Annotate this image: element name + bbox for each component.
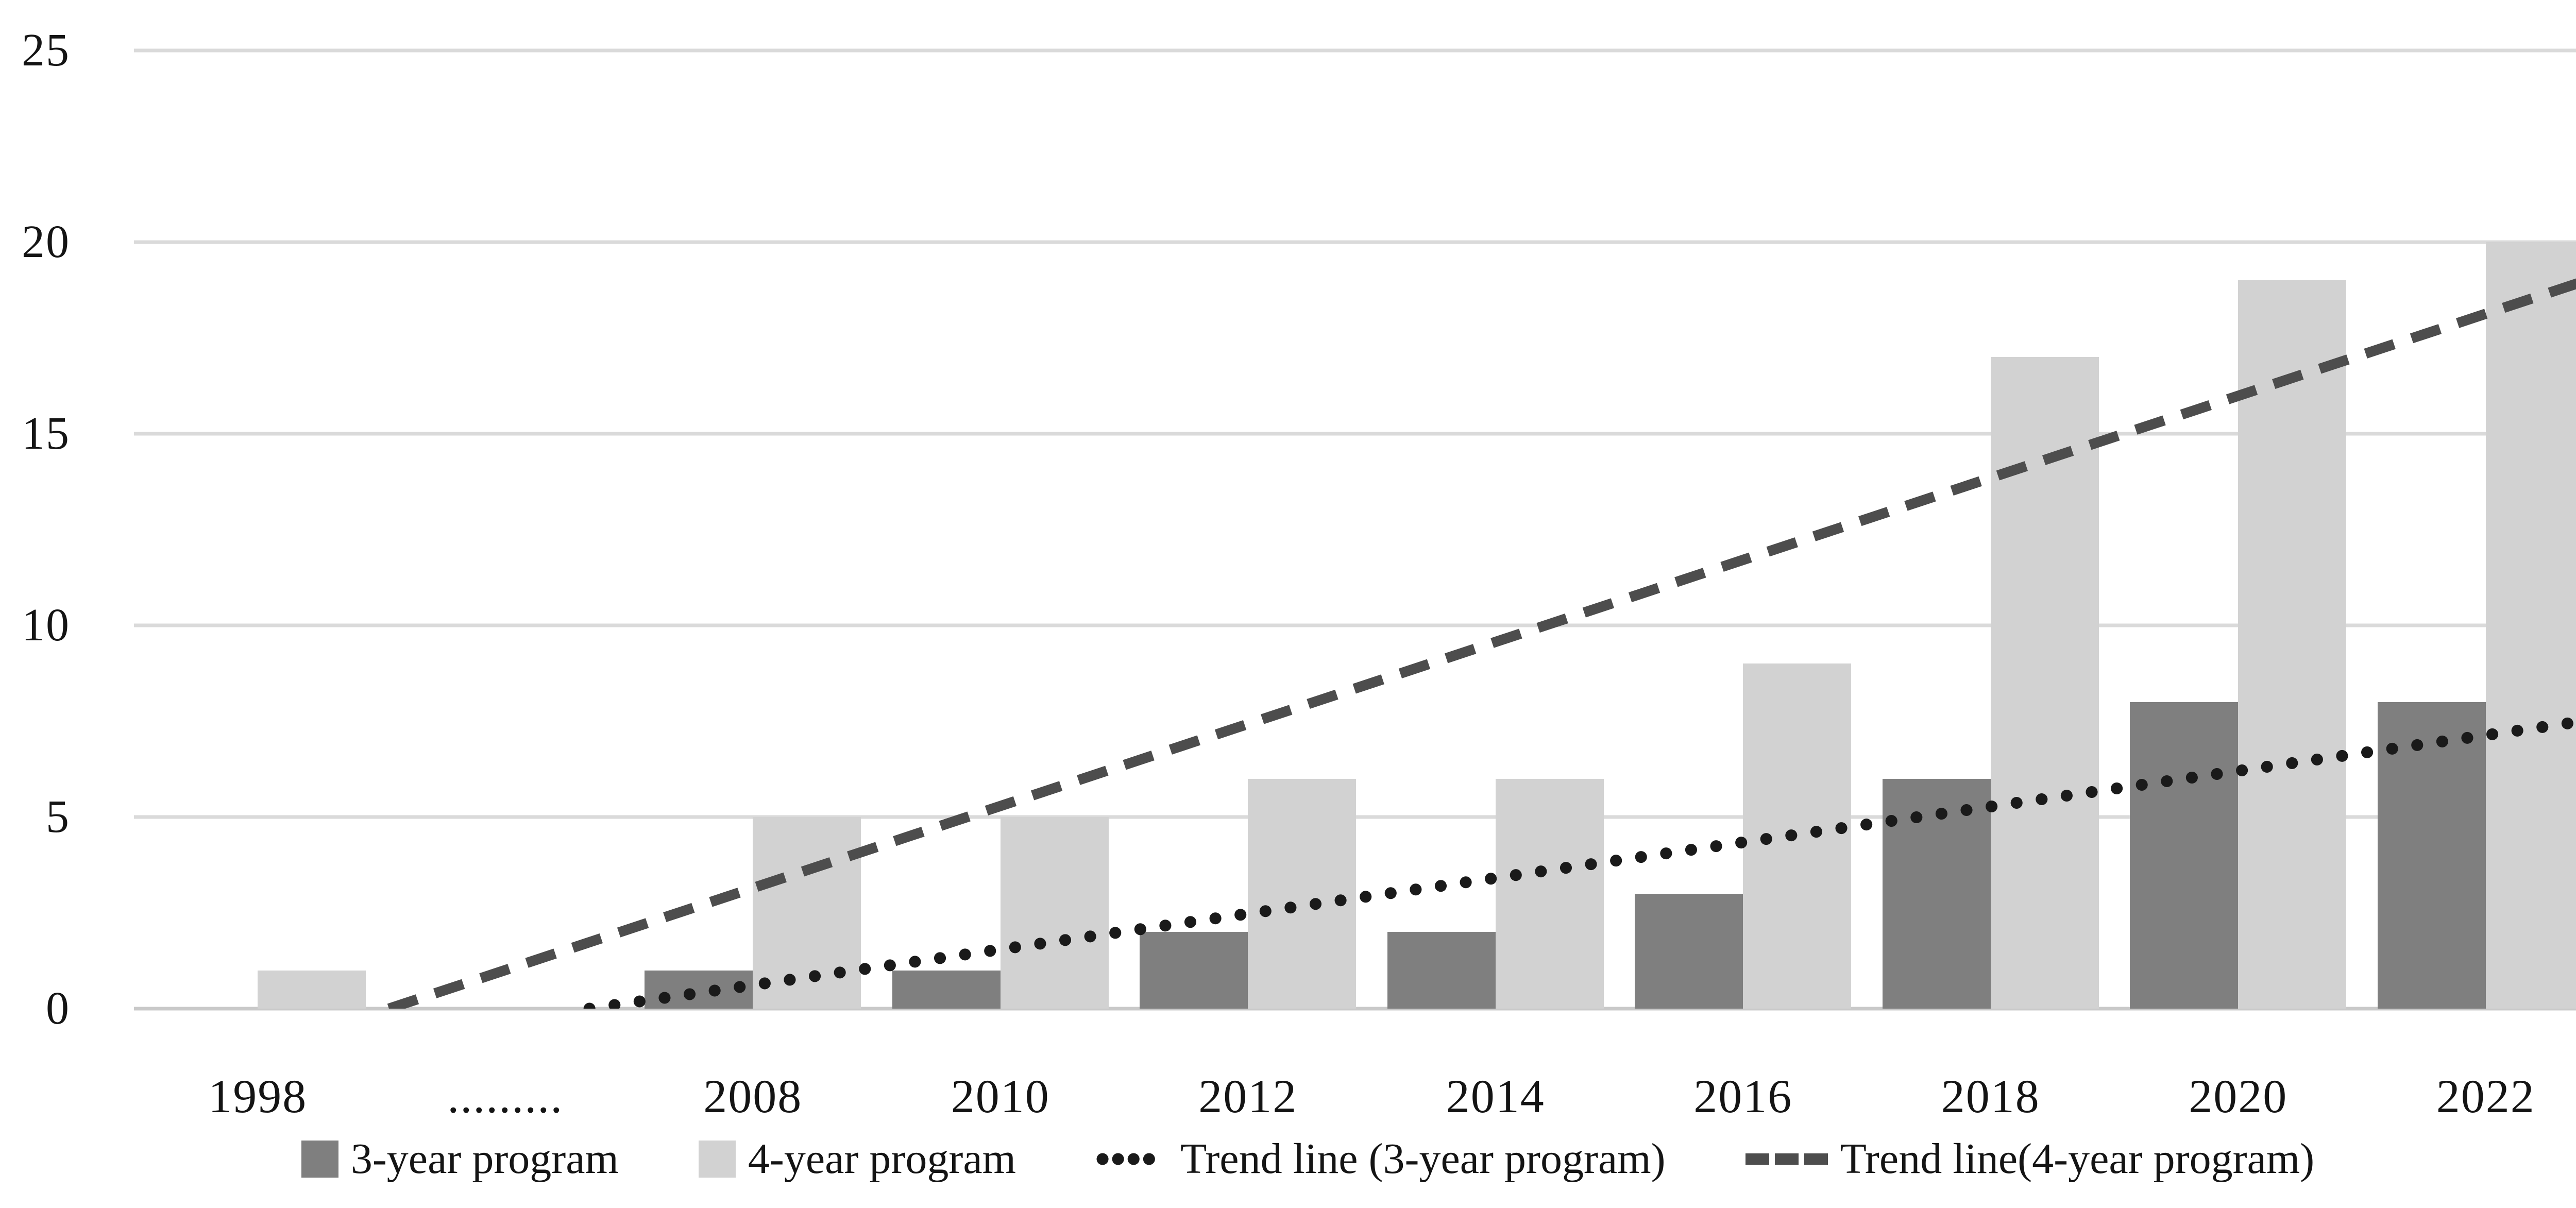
bar-group-1998 [134,50,382,1009]
x-tick-1998: 1998 [208,1070,308,1122]
legend-label-trend-3-year-program: Trend line (3-year program) [1180,1135,1666,1183]
bar-group-2008 [629,50,877,1009]
legend-label-3-year-program: 3-year program [350,1135,619,1183]
bar-4-year-program-2020 [2238,280,2347,1009]
x-tick-2016: 2016 [1693,1070,1793,1122]
bar-3-year-program-2018 [1882,778,1991,1009]
bar-3-year-program-2012 [1140,932,1248,1009]
bar-3-year-program-2020 [2130,702,2239,1009]
x-tick-2020: 2020 [2189,1070,2288,1122]
legend-item-4-year-program: 4-year program [698,1135,1016,1183]
x-tick-2014: 2014 [1446,1070,1545,1122]
bar-group-2020 [2114,50,2362,1009]
y-tick-10: 10 [22,600,70,651]
dashed-line-icon [1745,1153,1828,1165]
bar-group-2022 [2362,50,2576,1009]
x-tick-dots: ......... [447,1070,564,1122]
bar-3-year-program-2008 [645,970,753,1009]
bar-4-year-program-2012 [1248,778,1357,1009]
y-tick-0: 0 [46,983,70,1034]
bar-4-year-program-2010 [1000,817,1109,1009]
x-axis: 1998......... 2008 2010 2012 2014 2016 2018 202… [134,1069,2576,1124]
x-tick-2022: 2022 [2436,1070,2535,1122]
bar-group-2012 [1124,50,1372,1009]
bar-3-year-program-2016 [1635,893,1743,1009]
bar-group-2010 [877,50,1125,1009]
legend-swatch-3-year-program-icon [301,1141,338,1178]
legend-item-trend-3-year-program: Trend line (3-year program) [1096,1137,1666,1181]
dotted-line-icon [1096,1153,1168,1165]
gridline-0 [134,1007,2576,1011]
legend-swatch-4-year-program-icon [698,1141,736,1178]
x-tick-2010: 2010 [951,1070,1050,1122]
bar-4-year-program-2018 [1990,357,2099,1009]
x-tick-2018: 2018 [1941,1070,2040,1122]
bar-groups [134,50,2576,1009]
bar-4-year-program-2008 [753,817,861,1009]
y-axis: 0 5 10 15 20 25 [0,27,70,1032]
plot-area [134,48,2576,1011]
y-tick-5: 5 [46,791,70,842]
bar-group-2016 [1619,50,1867,1009]
bar-3-year-program-2014 [1387,932,1496,1009]
bar-group-2014 [1372,50,1620,1009]
bar-3-year-program-2022 [2377,702,2486,1009]
bar-4-year-program-1998 [258,970,366,1009]
legend-item-3-year-program: 3-year program [301,1137,619,1181]
gridline-25 [134,48,2576,53]
bar-group-2018 [1867,50,2115,1009]
y-tick-20: 20 [22,216,70,267]
bar-group-dots [382,50,630,1009]
bar-3-year-program-2010 [892,970,1001,1009]
x-tick-2008: 2008 [703,1070,803,1122]
bar-4-year-program-2014 [1495,778,1604,1009]
bar-4-year-program-2016 [1743,663,1852,1009]
gridline-20 [134,240,2576,244]
y-tick-25: 25 [22,25,70,76]
legend-label-trend-4-year-program: Trend line(4-year program) [1840,1135,2315,1183]
bar-4-year-program-2022 [2485,242,2576,1009]
legend-label-4-year-program: 4-year program [748,1135,1016,1183]
legend: 3-year program 4-year program Trend line… [0,1137,2576,1181]
legend-item-trend-4-year-program: Trend line(4-year program) [1745,1135,2315,1183]
y-tick-15: 15 [22,408,70,459]
x-tick-2012: 2012 [1198,1070,1298,1122]
